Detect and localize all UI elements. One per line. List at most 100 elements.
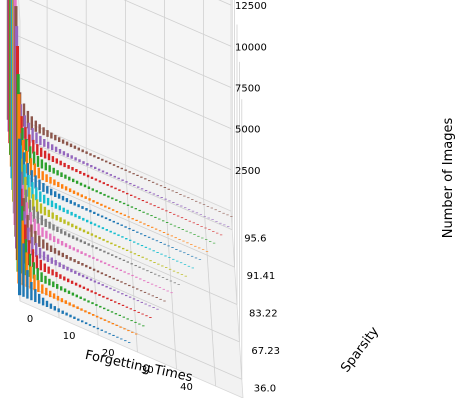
bar — [47, 266, 50, 274]
bar — [47, 209, 50, 217]
grid-lines — [7, 0, 243, 387]
bar — [71, 223, 74, 228]
bar — [133, 184, 136, 186]
bar — [87, 243, 90, 246]
bar — [134, 208, 137, 210]
bar — [162, 220, 165, 222]
bar — [130, 194, 133, 196]
back-wall-pane — [7, 0, 232, 212]
bar — [30, 116, 33, 130]
bar — [48, 165, 51, 172]
bar — [227, 226, 230, 227]
bar — [172, 258, 175, 260]
bar — [96, 201, 99, 204]
bar — [99, 317, 103, 320]
bar — [133, 196, 137, 198]
z-tick-label: 2500 — [235, 166, 260, 177]
bar — [118, 189, 121, 191]
bar — [192, 222, 195, 224]
bar — [109, 230, 112, 233]
bar — [119, 269, 122, 271]
bar — [154, 228, 158, 230]
bar — [209, 241, 212, 242]
bar — [187, 209, 191, 210]
bar — [143, 291, 147, 293]
bar — [75, 294, 78, 298]
bar — [75, 237, 79, 241]
bar — [172, 202, 175, 203]
bar — [106, 309, 110, 311]
bar — [117, 234, 120, 236]
bar — [50, 188, 53, 196]
bar — [157, 206, 160, 208]
bar — [135, 333, 138, 335]
bar — [108, 333, 111, 335]
bar — [81, 206, 84, 209]
bar — [89, 278, 93, 281]
bar — [150, 283, 154, 285]
bar — [82, 229, 86, 233]
bar — [83, 184, 87, 188]
bar — [111, 209, 115, 211]
bar — [78, 227, 82, 231]
bar — [29, 146, 32, 164]
bar — [102, 182, 105, 185]
bar — [77, 318, 80, 321]
y-tick-label: 83.22 — [249, 309, 278, 320]
bar — [97, 157, 100, 159]
bar — [172, 270, 176, 272]
bar — [68, 302, 71, 306]
bar — [70, 280, 74, 284]
bar — [36, 144, 39, 156]
bar — [111, 266, 115, 268]
bar — [130, 263, 133, 265]
bar — [117, 303, 121, 305]
bar — [95, 315, 99, 318]
bar — [32, 139, 35, 154]
bar — [47, 141, 50, 149]
bar — [46, 197, 50, 206]
bar — [53, 306, 56, 311]
bar — [64, 174, 67, 179]
bar — [206, 206, 210, 207]
bar — [69, 143, 73, 148]
bar — [112, 277, 115, 280]
bar — [115, 324, 118, 326]
bar — [131, 331, 134, 333]
bar — [53, 179, 56, 186]
bar — [31, 236, 34, 256]
bar — [133, 310, 136, 312]
bar — [198, 202, 202, 204]
bar — [30, 282, 33, 301]
bar — [99, 305, 102, 308]
bar — [122, 191, 125, 193]
bar — [156, 252, 159, 253]
bar — [93, 280, 97, 283]
bar — [85, 151, 88, 154]
bar — [55, 271, 58, 278]
grid-line — [28, 0, 232, 88]
bar — [136, 174, 139, 176]
bar — [139, 290, 143, 292]
tick-labels: 0102030405036.067.2383.2291.4195.6250050… — [27, 1, 280, 394]
bar — [47, 153, 51, 161]
bar — [152, 250, 155, 252]
bar — [160, 253, 163, 255]
bar — [150, 271, 153, 273]
bar — [32, 151, 36, 166]
bar — [176, 203, 179, 205]
bar — [24, 127, 27, 150]
bar — [126, 318, 129, 320]
bar — [126, 261, 129, 263]
bar — [51, 269, 54, 276]
bar — [180, 274, 184, 275]
bar — [136, 243, 140, 245]
bar — [32, 262, 35, 279]
bar — [138, 323, 141, 325]
bar — [79, 171, 82, 174]
bar — [54, 191, 57, 197]
bar — [81, 263, 84, 266]
bar — [110, 299, 113, 301]
bar — [120, 281, 123, 283]
bar — [25, 139, 28, 162]
